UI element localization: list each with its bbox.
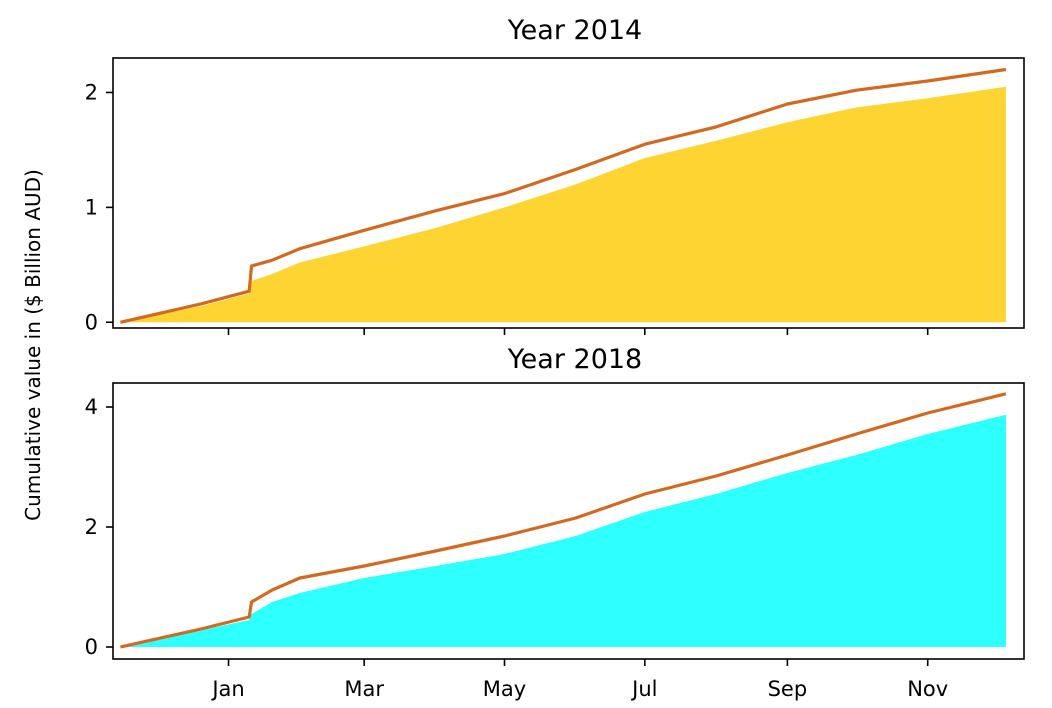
y-tick-label: 0 — [85, 635, 98, 659]
y-tick-label: 0 — [85, 310, 98, 334]
x-tick-label: Sep — [768, 677, 808, 701]
y-tick-label: 2 — [85, 80, 98, 104]
x-tick-label: Jan — [210, 677, 244, 701]
panel-2018: Year 2018 0 2 4 Jan Mar May Jul Sep Nov — [85, 344, 1024, 701]
y-tick-label: 4 — [85, 395, 98, 419]
x-tick-label: Mar — [344, 677, 384, 701]
panel-2014: Year 2014 0 1 2 — [85, 15, 1024, 335]
area-series-1 — [120, 415, 1006, 647]
y-tick-label: 1 — [85, 195, 98, 219]
area-series-0 — [120, 87, 1006, 323]
x-tick-label: Nov — [907, 677, 948, 701]
x-tick-label: Jul — [630, 677, 657, 701]
chart-title-2014: Year 2014 — [507, 15, 642, 46]
y-axis-label: Cumulative value in ($ Billion AUD) — [21, 169, 45, 521]
x-tick-label: May — [483, 677, 526, 701]
chart-title-2018: Year 2018 — [507, 344, 642, 375]
y-tick-label: 2 — [85, 515, 98, 539]
